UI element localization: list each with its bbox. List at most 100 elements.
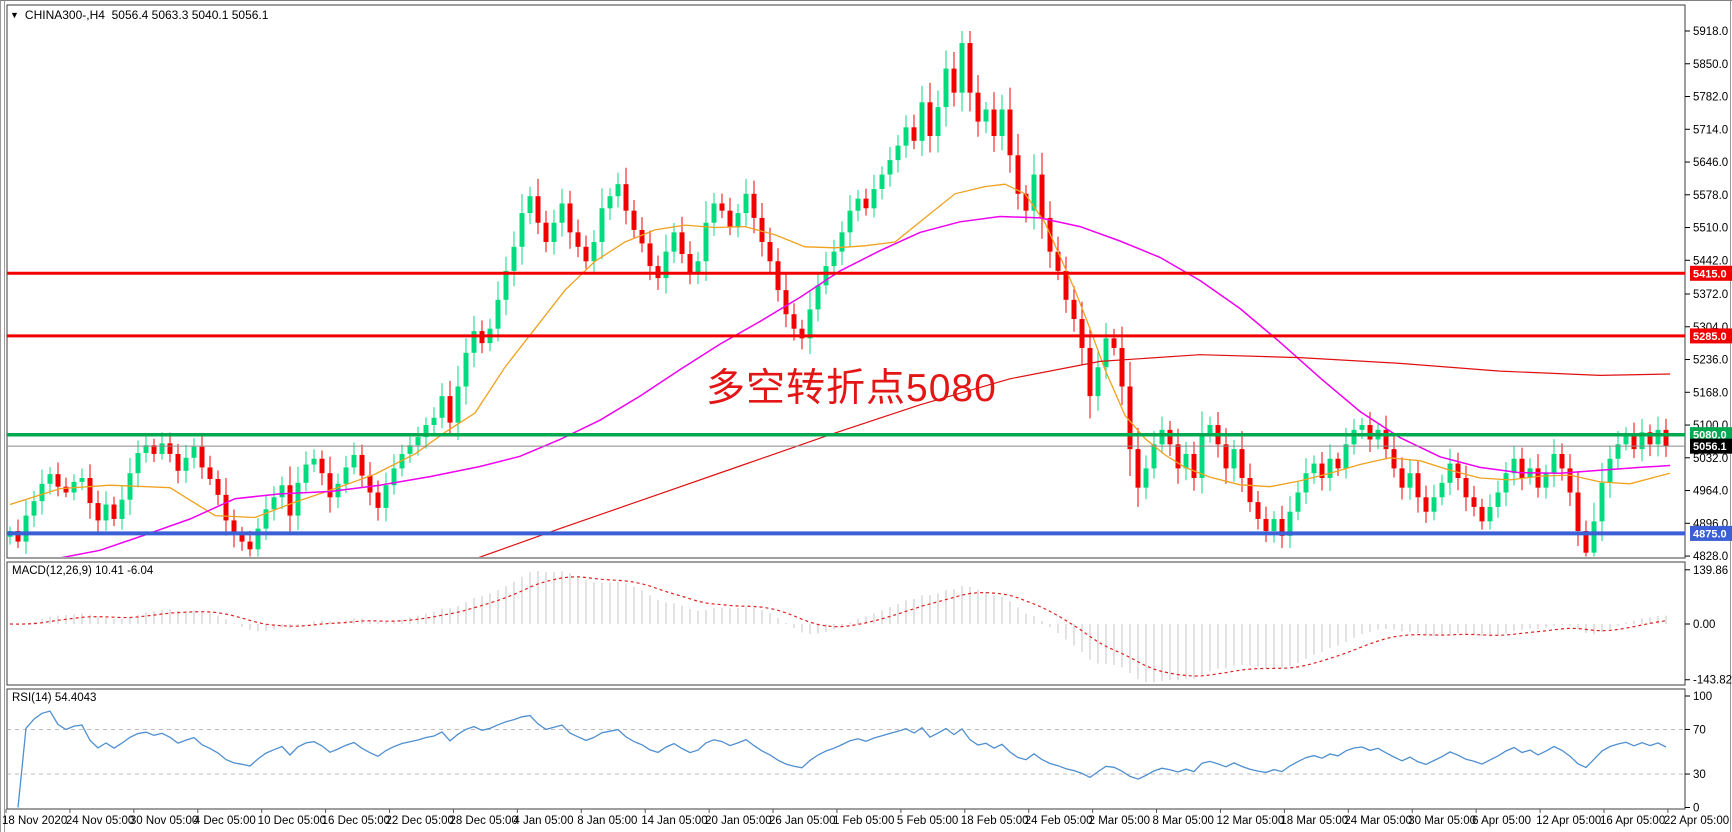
candle [1455, 463, 1461, 479]
time-axis-label: 20 Jan 05:00 [705, 815, 772, 827]
candle [847, 210, 853, 233]
candles-layer [8, 31, 1669, 557]
candle [359, 454, 365, 476]
candle [287, 485, 293, 516]
candle [383, 485, 389, 508]
candle [135, 452, 141, 474]
candle [1415, 473, 1421, 498]
candle [1663, 429, 1669, 447]
rsi-axis-label: 100 [1693, 691, 1712, 703]
candle [103, 504, 109, 521]
time-axis-label: 24 Feb 05:00 [1025, 815, 1093, 827]
symbol-dropdown-icon[interactable]: ▼ [10, 10, 19, 20]
candle [439, 396, 445, 418]
candle [23, 515, 29, 542]
candle [463, 352, 469, 387]
candle [1383, 429, 1389, 450]
candle [79, 478, 85, 482]
candle [831, 251, 837, 267]
candle [1519, 458, 1525, 479]
time-axis-label: 12 Mar 05:00 [1216, 815, 1284, 827]
time-axis-label: 24 Mar 05:00 [1344, 815, 1412, 827]
time-axis-label: 10 Dec 05:00 [258, 815, 326, 827]
candle [343, 467, 349, 484]
candle [1431, 497, 1437, 512]
candle [47, 474, 53, 484]
candle [719, 203, 725, 211]
rsi-value: 54.4043 [54, 692, 97, 704]
candle [1039, 174, 1045, 218]
price-level-badge: 5415.0 [1693, 268, 1727, 280]
price-panel-border [6, 4, 1686, 559]
candle [551, 222, 557, 242]
candle [911, 127, 917, 141]
candle [1463, 478, 1469, 498]
candle [39, 483, 45, 502]
price-tick-label: 5578.0 [1693, 190, 1728, 202]
candle [855, 198, 861, 211]
candle [1135, 449, 1141, 488]
candle [1551, 453, 1557, 474]
time-axis-label: 18 Mar 05:00 [1280, 815, 1348, 827]
candle [471, 331, 477, 353]
candle [751, 193, 757, 218]
chart-text-annotation[interactable]: 多空转折点5080 [706, 367, 997, 410]
price-level-badge: 5080.0 [1693, 430, 1727, 442]
candle [1583, 531, 1589, 553]
price-level-badge-box [1690, 427, 1732, 443]
candle [1071, 299, 1077, 320]
candle [1655, 429, 1661, 445]
candle [527, 196, 533, 214]
rsi-name: RSI(14) [12, 692, 52, 704]
candle [679, 232, 685, 255]
candle [647, 243, 653, 267]
candle [943, 68, 949, 108]
candle [111, 504, 117, 519]
candle [1647, 432, 1653, 445]
candle [1359, 425, 1365, 430]
price-level-badge-box [1690, 328, 1732, 344]
candle [1607, 458, 1613, 483]
macd-layer [9, 570, 1667, 683]
macd-indicator-label: MACD(12,26,9) 10.41 -6.04 [12, 565, 153, 577]
price-tick-label: 5442.0 [1693, 255, 1728, 267]
candle [983, 109, 989, 122]
ma-layer [9, 183, 1671, 557]
candle [183, 457, 189, 471]
candle [1447, 463, 1453, 483]
candle [1255, 502, 1261, 519]
candle [927, 102, 933, 137]
candle [255, 528, 261, 550]
candle [759, 217, 765, 242]
candle [1599, 482, 1605, 522]
candle [1223, 444, 1229, 469]
candle [791, 314, 797, 329]
candle [1567, 468, 1573, 493]
macd-values: 10.41 -6.04 [95, 565, 154, 577]
price-tick-label: 5918.0 [1693, 26, 1728, 38]
candle [263, 509, 269, 529]
candle [935, 107, 941, 137]
chart-title: ▼ CHINA300-,H4 5056.4 5063.3 5040.1 5056.… [10, 8, 268, 22]
price-level-badge: 4875.0 [1693, 528, 1727, 540]
candle [159, 443, 165, 454]
candle [303, 464, 309, 483]
candle [167, 443, 173, 454]
candle [1015, 155, 1021, 194]
candle [1087, 347, 1093, 397]
candle [1423, 497, 1429, 512]
candle [1167, 429, 1173, 445]
candle [1543, 473, 1549, 488]
candle [1351, 429, 1357, 445]
time-axis-label: 12 Apr 05:00 [1536, 815, 1601, 827]
candle [903, 127, 909, 146]
candle [543, 222, 549, 242]
candle [431, 417, 437, 426]
time-axis-label: 18 Nov 2020 [2, 815, 67, 827]
time-axis-label: 8 Mar 05:00 [1153, 815, 1214, 827]
candle [95, 503, 101, 521]
time-axis-label: 16 Apr 05:00 [1600, 815, 1665, 827]
price-level-badge-box [1690, 525, 1732, 541]
